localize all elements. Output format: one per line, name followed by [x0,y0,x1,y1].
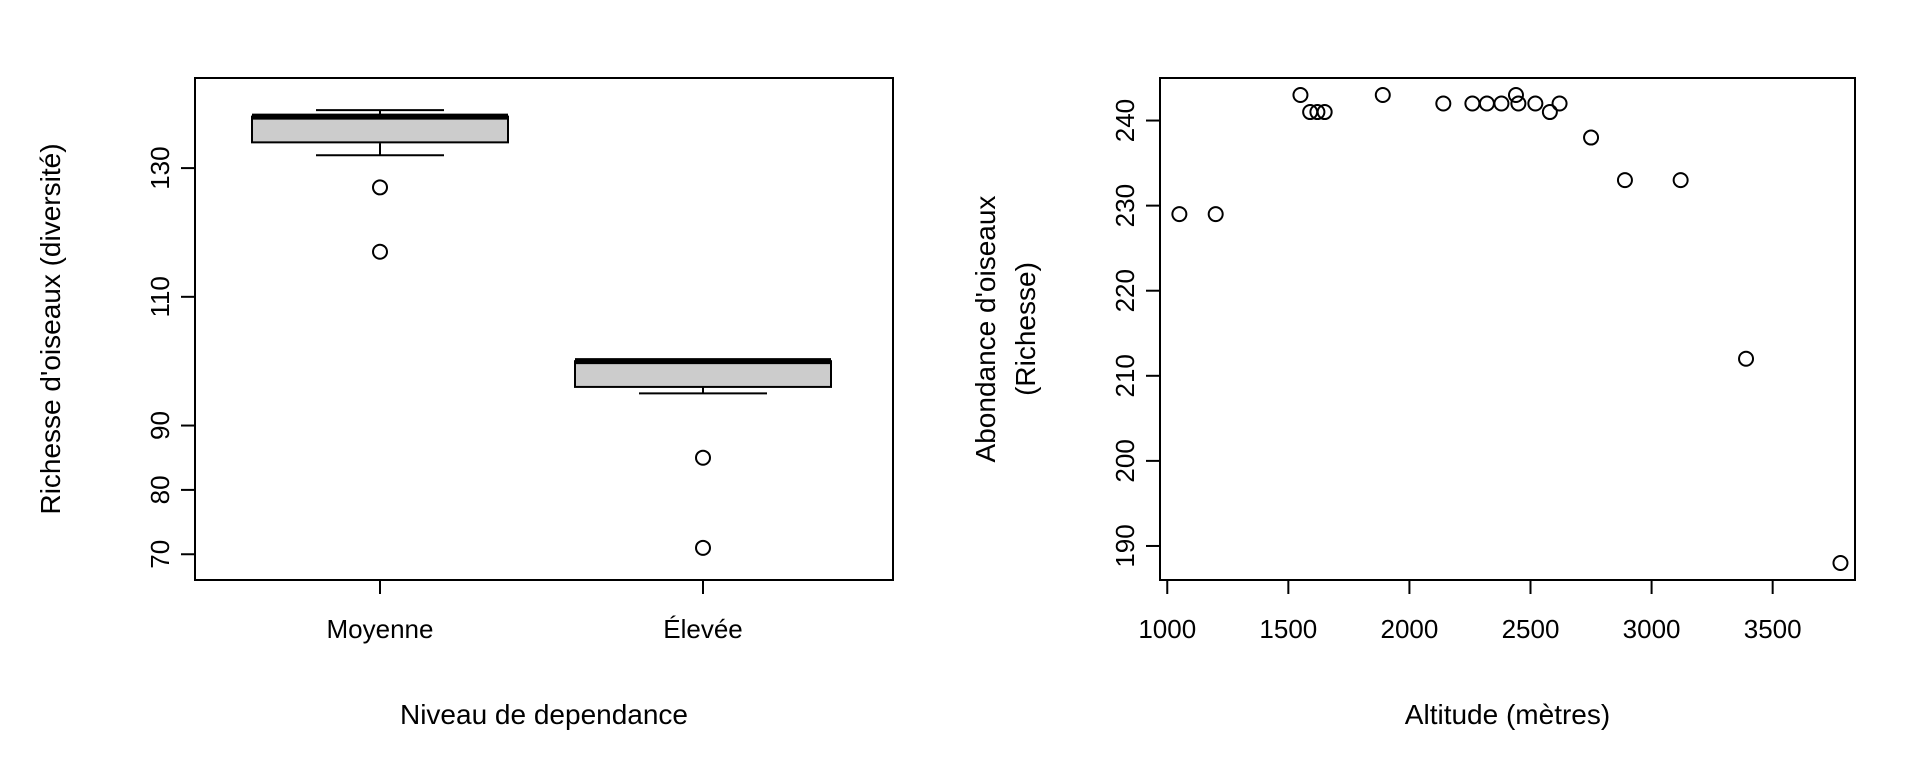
scatter-point [1171,206,1188,223]
box-outlier [372,179,388,196]
box-1 [251,109,509,260]
boxplot-y-tick-label: 90 [145,411,175,440]
boxplot-x-ticks: Moyenne Élevée [327,580,743,644]
scatter-y-ticks: 190 200 210 220 230 240 [1110,99,1160,568]
box-2 [574,358,832,556]
scatter-point [1551,95,1568,112]
box-outlier [695,449,711,466]
boxplot-x-tick-label: Moyenne [327,614,434,644]
boxplot-y-tick-label: 80 [145,475,175,504]
boxplot-y-tick-label: 130 [145,146,175,189]
scatter-x-tick-label: 1500 [1259,614,1317,644]
scatter-point [1832,554,1849,571]
scatter-point [1527,95,1544,112]
scatter-point [1292,87,1309,104]
scatter-y-tick-label: 220 [1110,269,1140,312]
boxplot-y-axis-title: Richesse d'oiseaux (diversité) [35,143,66,514]
boxplot-frame [194,77,894,581]
scatter-x-tick-label: 3000 [1623,614,1681,644]
scatter-y-tick-label: 230 [1110,184,1140,227]
scatter-point [1583,129,1600,146]
scatter-y-tick-label: 190 [1110,524,1140,567]
scatter-point [1493,95,1510,112]
boxplot-y-tick-label: 110 [145,276,175,317]
scatter-x-ticks: 1000 1500 2000 2500 3000 3500 [1138,580,1802,644]
scatter-frame [1159,77,1856,581]
boxplot-x-axis-title: Niveau de dependance [400,699,688,730]
boxplot-x-tick-label: Élevée [663,614,743,644]
scatter-point [1738,350,1755,367]
scatter-point [1507,87,1524,104]
scatter-x-tick-label: 2500 [1502,614,1560,644]
box-body [574,360,832,388]
boxplot-marks [251,109,832,556]
scatter-point [1616,172,1633,189]
scatter-point [1374,87,1391,104]
box-outlier [695,539,711,556]
scatter-y-tick-label: 210 [1110,354,1140,397]
scatter-point [1510,95,1527,112]
box-outlier [372,243,388,260]
box-body [251,115,509,144]
scatter-x-axis-title: Altitude (mètres) [1405,699,1610,730]
scatter-x-tick-label: 3500 [1744,614,1802,644]
scatter-point [1435,95,1452,112]
scatter-point [1316,104,1333,121]
scatter-point [1541,104,1558,121]
scatter-y-axis-title-line-2: (Richesse) [1010,262,1041,396]
scatter-y-tick-label: 240 [1110,99,1140,142]
scatter-x-tick-label: 1000 [1138,614,1196,644]
scatter-points [1171,87,1849,571]
boxplot-y-ticks: 70 80 90 110 130 [145,146,195,569]
scatter-panel: 190 200 210 220 230 240 1000 1500 2000 2500 3000 3… [970,77,1856,730]
scatter-x-tick-label: 2000 [1381,614,1439,644]
scatter-y-axis-title-line-1: Abondance d'oiseaux [970,196,1001,463]
scatter-y-tick-label: 200 [1110,439,1140,482]
scatter-point [1207,206,1224,223]
boxplot-panel: 70 80 90 110 130 Moyenne Élevée Niveau de dep… [35,77,894,730]
boxplot-y-tick-label: 70 [145,540,175,569]
scatter-point [1309,104,1326,121]
scatter-point [1672,172,1689,189]
